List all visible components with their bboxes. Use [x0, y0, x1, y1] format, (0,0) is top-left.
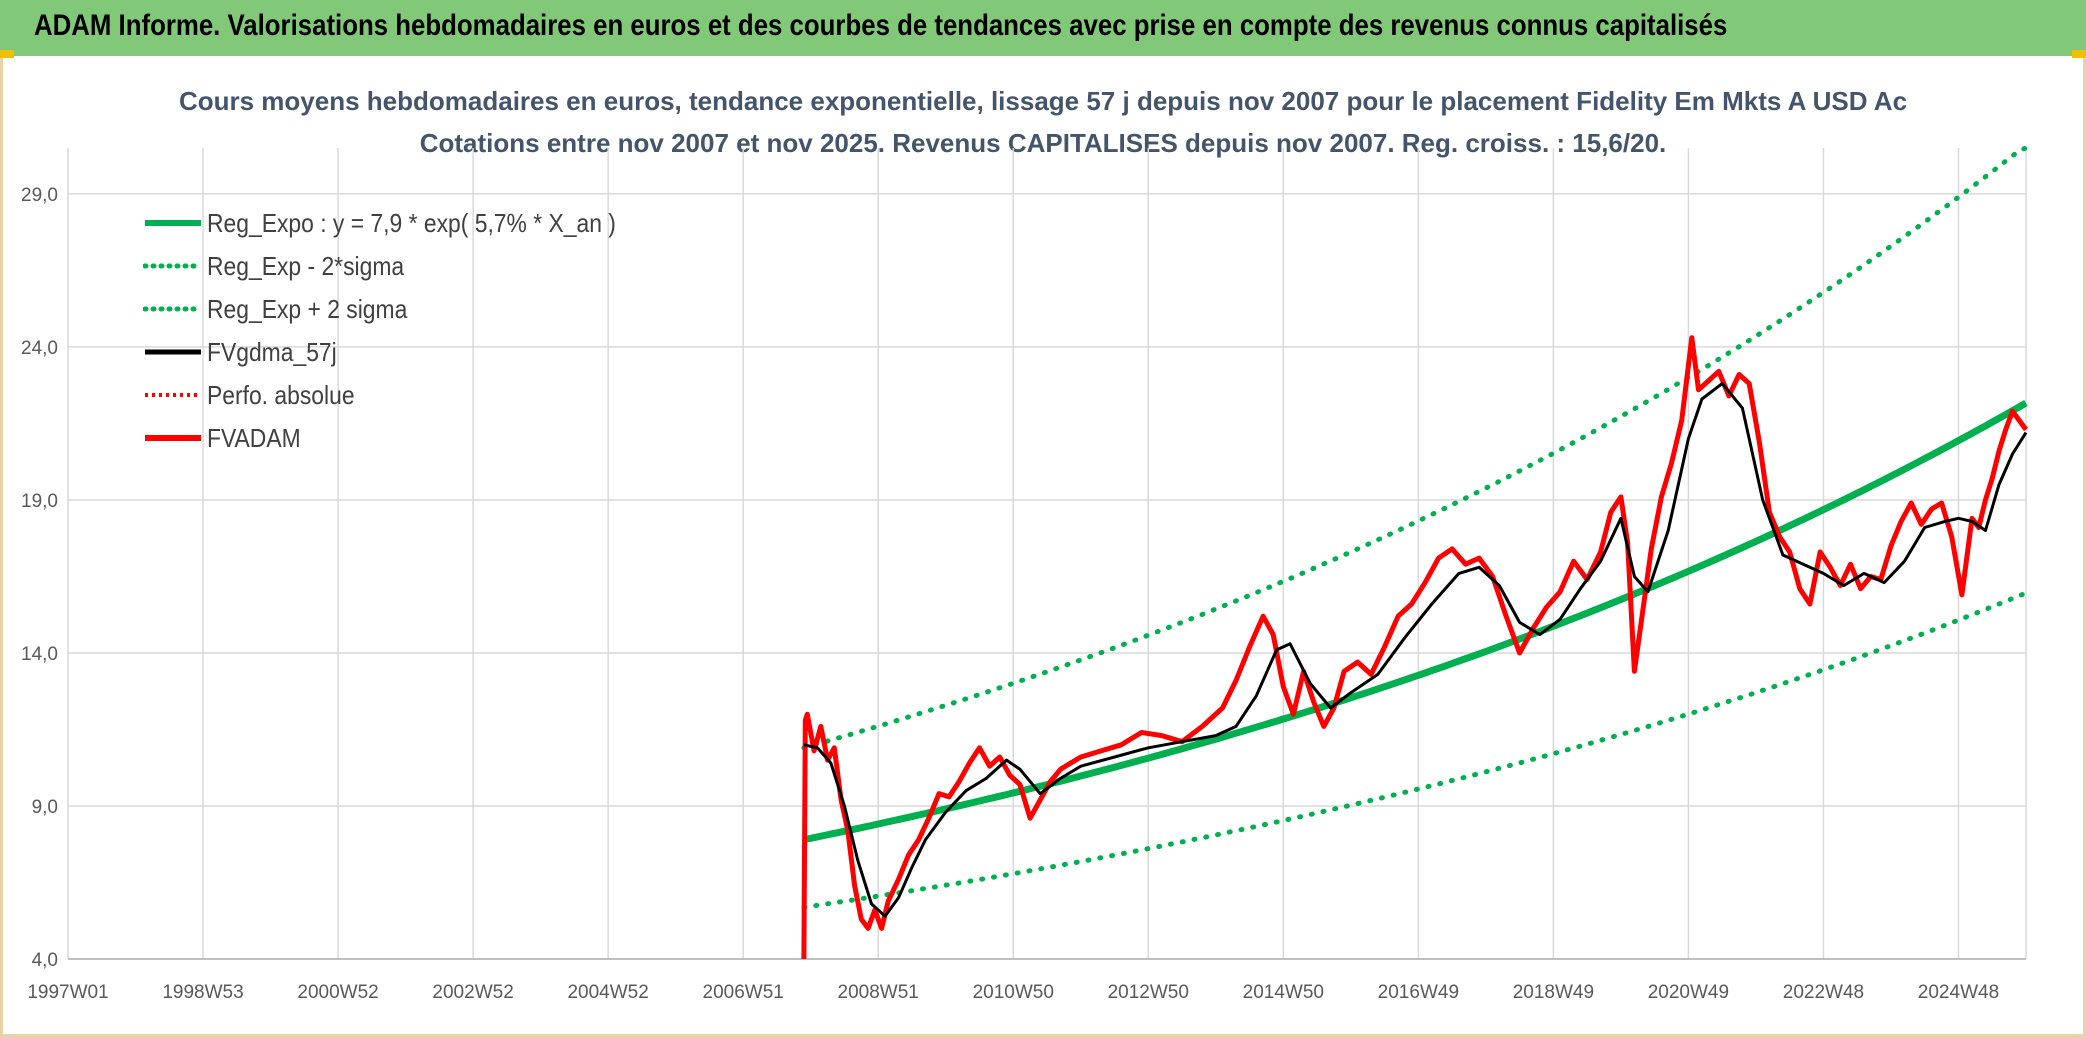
report-title: ADAM Informe. Valorisations hebdomadaire…: [34, 9, 1728, 42]
legend-label-reg-expo: Reg_Expo : y = 7,9 * exp( 5,7% * X_an ): [207, 208, 616, 238]
y-tick-label: 14,0: [21, 644, 58, 665]
x-tick-label: 2022W48: [1783, 982, 1864, 1003]
corner-mark-right: [2072, 50, 2086, 58]
x-tick-label: 1998W53: [162, 982, 243, 1003]
legend-label-perfo: Perfo. absolue: [207, 380, 355, 410]
legend-label-fvgdma: FVgdma_57j: [207, 337, 337, 367]
series-reg-expo: [803, 399, 2028, 844]
x-tick-label: 2020W49: [1648, 982, 1729, 1003]
chart-title: Cours moyens hebdomadaires en euros, ten…: [178, 86, 1908, 116]
series-fvadam: [801, 335, 2029, 960]
chart-subtitle: Cotations entre nov 2007 et nov 2025. Re…: [419, 128, 1667, 158]
legend-label-reg-exp-minus: Reg_Exp - 2*sigma: [207, 251, 405, 281]
x-tick-label: 2016W49: [1378, 982, 1459, 1003]
x-tick-label: 2024W48: [1918, 982, 1999, 1003]
x-tick-label: 2018W49: [1513, 982, 1594, 1003]
x-tick-label: 2014W50: [1243, 982, 1324, 1003]
legend-label-fvadam: FVADAM: [207, 423, 301, 453]
y-tick-label: 4,0: [32, 950, 58, 971]
y-tick-label: 29,0: [21, 185, 58, 206]
x-tick-label: 2012W50: [1108, 982, 1189, 1003]
x-tick-label: 2006W51: [703, 982, 784, 1003]
y-tick-label: 24,0: [21, 338, 58, 359]
x-tick-label: 1997W01: [27, 982, 108, 1003]
series-reg-exp-minus-2sigma: [801, 590, 2029, 910]
corner-mark-left: [0, 50, 14, 58]
header-bar: ADAM Informe. Valorisations hebdomadaire…: [0, 0, 2086, 56]
x-tick-label: 2008W51: [838, 982, 919, 1003]
legend-label-reg-exp-plus: Reg_Exp + 2 sigma: [207, 294, 408, 324]
series-fvgdma-57j: [803, 382, 2028, 918]
y-tick-label: 19,0: [21, 491, 58, 512]
x-tick-label: 2010W50: [973, 982, 1054, 1003]
x-tick-label: 2000W52: [297, 982, 378, 1003]
y-tick-label: 9,0: [32, 797, 58, 818]
x-tick-label: 2002W52: [432, 982, 513, 1003]
x-tick-label: 2004W52: [567, 982, 648, 1003]
series-reg-exp-plus-2sigma: [801, 145, 2029, 751]
chart-plot: 4,0 9,0 14,0 19,0 24,0 29,0 1997W01 1998W53 2000…: [21, 145, 2029, 1003]
